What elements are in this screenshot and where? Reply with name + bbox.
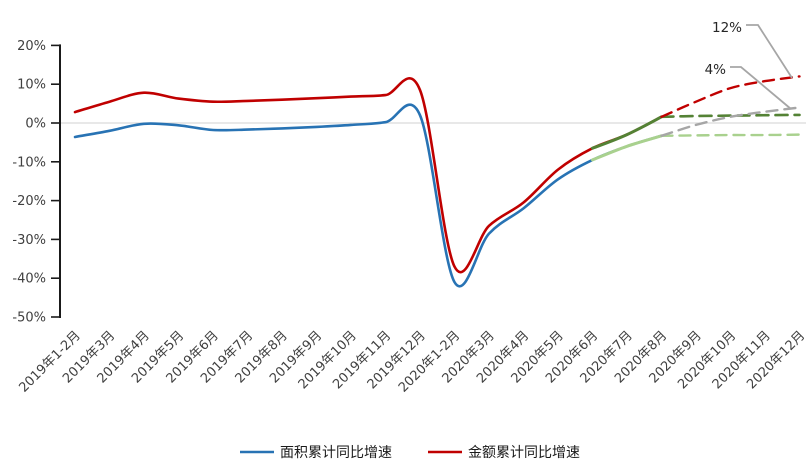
annotation-callout-line <box>746 24 793 79</box>
y-axis-labels: 20% 10% 0% -10% -20% -30% -40% -50% <box>12 39 46 326</box>
y-tick-label: -50% <box>12 311 46 326</box>
series-amount-actual <box>73 77 663 274</box>
y-axis <box>51 44 61 318</box>
y-tick-label: 0% <box>25 117 46 132</box>
series-area-forecast <box>660 106 801 137</box>
y-tick-label: -30% <box>12 233 46 248</box>
series-area-actual <box>73 103 663 288</box>
x-axis-labels: 2019年1-2月2019年3月2019年4月2019年5月2019年6月201… <box>16 328 808 395</box>
y-tick-label: -40% <box>12 272 46 287</box>
annotation-label: 4% <box>705 62 727 78</box>
legend: 面积累计同比增速 金额累计同比增速 <box>240 445 580 461</box>
y-tick-label: 20% <box>17 39 46 54</box>
series-amount-forecast <box>660 75 801 118</box>
y-tick-label: 10% <box>17 78 46 93</box>
legend-label-area: 面积累计同比增速 <box>280 445 392 461</box>
series-area-flat-forecast <box>660 133 801 137</box>
series-amount-scenario-solid <box>591 115 663 150</box>
annotation-callout-line <box>730 66 792 110</box>
annotations: 12% 4% <box>705 20 793 110</box>
annotation-label: 12% <box>712 20 742 36</box>
series-area-scenario-solid <box>591 134 663 162</box>
y-tick-label: -10% <box>12 155 46 170</box>
series-lines <box>73 75 801 288</box>
legend-label-amount: 金额累计同比增速 <box>468 445 580 461</box>
y-tick-label: -20% <box>12 194 46 209</box>
